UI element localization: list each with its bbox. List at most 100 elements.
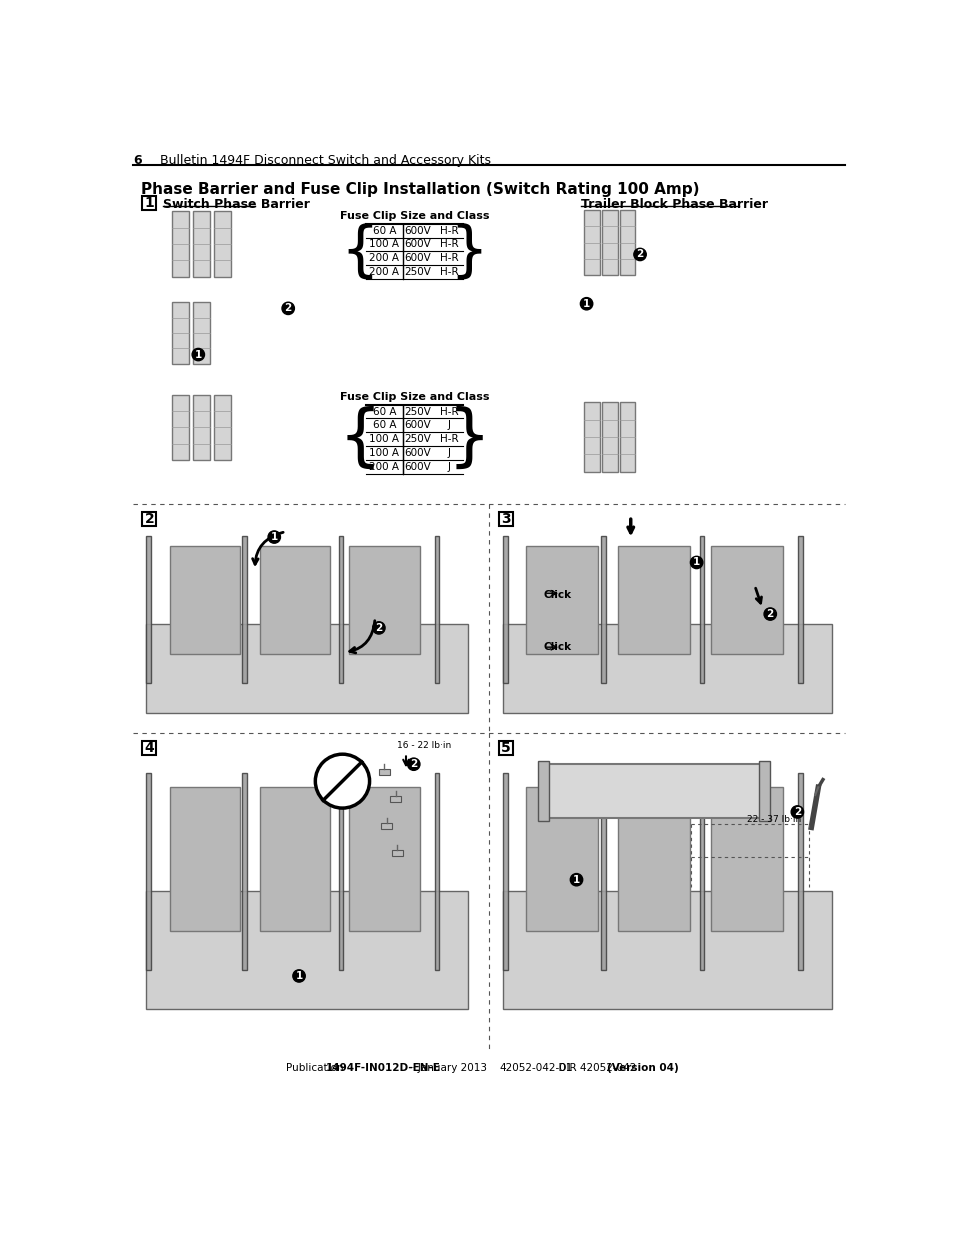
Text: 1: 1	[145, 196, 154, 210]
Circle shape	[633, 248, 645, 261]
Bar	[537, 761, 548, 821]
Text: Phase Barrier and Fuse Clip Installation (Switch Rating 100 Amp): Phase Barrier and Fuse Clip Installation…	[141, 182, 699, 198]
Text: 600V: 600V	[404, 240, 431, 249]
Text: Publication: Publication	[286, 1063, 346, 1073]
Bar	[146, 892, 468, 1009]
Bar	[600, 773, 605, 969]
Circle shape	[293, 969, 305, 982]
Text: H-R: H-R	[439, 253, 458, 263]
Text: 60 A: 60 A	[373, 226, 395, 236]
Bar	[193, 395, 210, 461]
Bar	[619, 403, 635, 472]
Text: 1494F-IN012D-EN-E: 1494F-IN012D-EN-E	[326, 1063, 440, 1073]
Bar	[349, 546, 419, 653]
Bar	[798, 536, 802, 683]
Bar	[435, 773, 439, 969]
Text: 250V: 250V	[404, 435, 431, 445]
Text: Fuse Clip Size and Class: Fuse Clip Size and Class	[339, 211, 489, 221]
Bar	[193, 211, 210, 277]
Text: 100 A: 100 A	[369, 435, 399, 445]
Bar	[525, 787, 598, 930]
Text: 1: 1	[572, 874, 579, 884]
Text: (Version 04): (Version 04)	[607, 1063, 679, 1073]
Bar	[618, 546, 690, 653]
Text: 600V: 600V	[404, 448, 431, 458]
Bar	[242, 773, 247, 969]
Bar	[172, 303, 189, 364]
Text: 2: 2	[636, 249, 643, 259]
Text: 2: 2	[375, 622, 382, 632]
Text: 16 - 22 lb·in: 16 - 22 lb·in	[396, 741, 451, 750]
Text: J: J	[447, 462, 451, 472]
Bar	[498, 741, 513, 755]
Circle shape	[570, 873, 582, 885]
Bar	[146, 536, 151, 683]
Text: 5: 5	[500, 741, 510, 755]
Bar	[338, 536, 343, 683]
Text: 200 A: 200 A	[369, 253, 399, 263]
Bar	[618, 787, 690, 930]
Text: 4: 4	[145, 741, 154, 755]
Text: }: }	[447, 406, 490, 472]
Bar	[172, 211, 189, 277]
Bar	[193, 303, 210, 364]
Text: 1: 1	[692, 557, 700, 567]
Bar	[502, 536, 507, 683]
Text: Bulletin 1494F Disconnect Switch and Accessory Kits: Bulletin 1494F Disconnect Switch and Acc…	[159, 154, 490, 167]
Text: Fuse Clip Size and Class: Fuse Clip Size and Class	[339, 393, 489, 403]
Text: · January 2013: · January 2013	[407, 1063, 486, 1073]
Text: J: J	[447, 448, 451, 458]
Text: 250V: 250V	[404, 406, 431, 416]
Bar	[349, 787, 419, 930]
Text: 600V: 600V	[404, 253, 431, 263]
Circle shape	[315, 755, 369, 808]
Text: H-R: H-R	[439, 267, 458, 277]
Text: 2: 2	[145, 513, 154, 526]
Bar	[146, 773, 151, 969]
Bar	[213, 395, 231, 461]
Bar	[170, 546, 240, 653]
Bar	[390, 795, 401, 802]
Text: Trailer Block Phase Barrier: Trailer Block Phase Barrier	[580, 199, 767, 211]
Text: DIR 42052-042: DIR 42052-042	[551, 1063, 639, 1073]
Text: 600V: 600V	[404, 420, 431, 431]
Bar	[502, 773, 507, 969]
Bar	[142, 741, 156, 755]
Text: Switch Phase Barrier: Switch Phase Barrier	[163, 199, 310, 211]
Text: 600V: 600V	[404, 462, 431, 472]
Bar	[798, 773, 802, 969]
Text: 3: 3	[500, 513, 510, 526]
Text: H-R: H-R	[439, 240, 458, 249]
Bar	[146, 624, 468, 713]
Text: 1: 1	[582, 299, 590, 309]
Text: 6: 6	[133, 154, 142, 167]
Text: H-R: H-R	[439, 435, 458, 445]
Bar	[378, 769, 390, 776]
Bar	[710, 546, 781, 653]
Bar	[142, 513, 156, 526]
Text: 2: 2	[410, 760, 416, 769]
Text: 1: 1	[194, 350, 202, 359]
Circle shape	[763, 608, 776, 620]
Bar	[710, 787, 781, 930]
Bar	[699, 773, 703, 969]
Text: 42052-042-01: 42052-042-01	[498, 1063, 572, 1073]
Text: 60 A: 60 A	[373, 420, 395, 431]
Text: 250V: 250V	[404, 267, 431, 277]
Circle shape	[192, 348, 204, 361]
Bar	[338, 773, 343, 969]
Bar	[600, 536, 605, 683]
Text: H-R: H-R	[439, 226, 458, 236]
Bar	[619, 210, 635, 275]
Bar	[759, 761, 769, 821]
Text: 2: 2	[793, 806, 801, 816]
Text: Click: Click	[543, 590, 572, 600]
Text: 60 A: 60 A	[373, 406, 395, 416]
Bar	[583, 403, 599, 472]
Bar	[498, 513, 513, 526]
Bar	[392, 850, 402, 856]
Bar	[381, 823, 392, 829]
Bar	[502, 892, 831, 1009]
Text: H-R: H-R	[439, 406, 458, 416]
Text: 2: 2	[284, 304, 292, 314]
